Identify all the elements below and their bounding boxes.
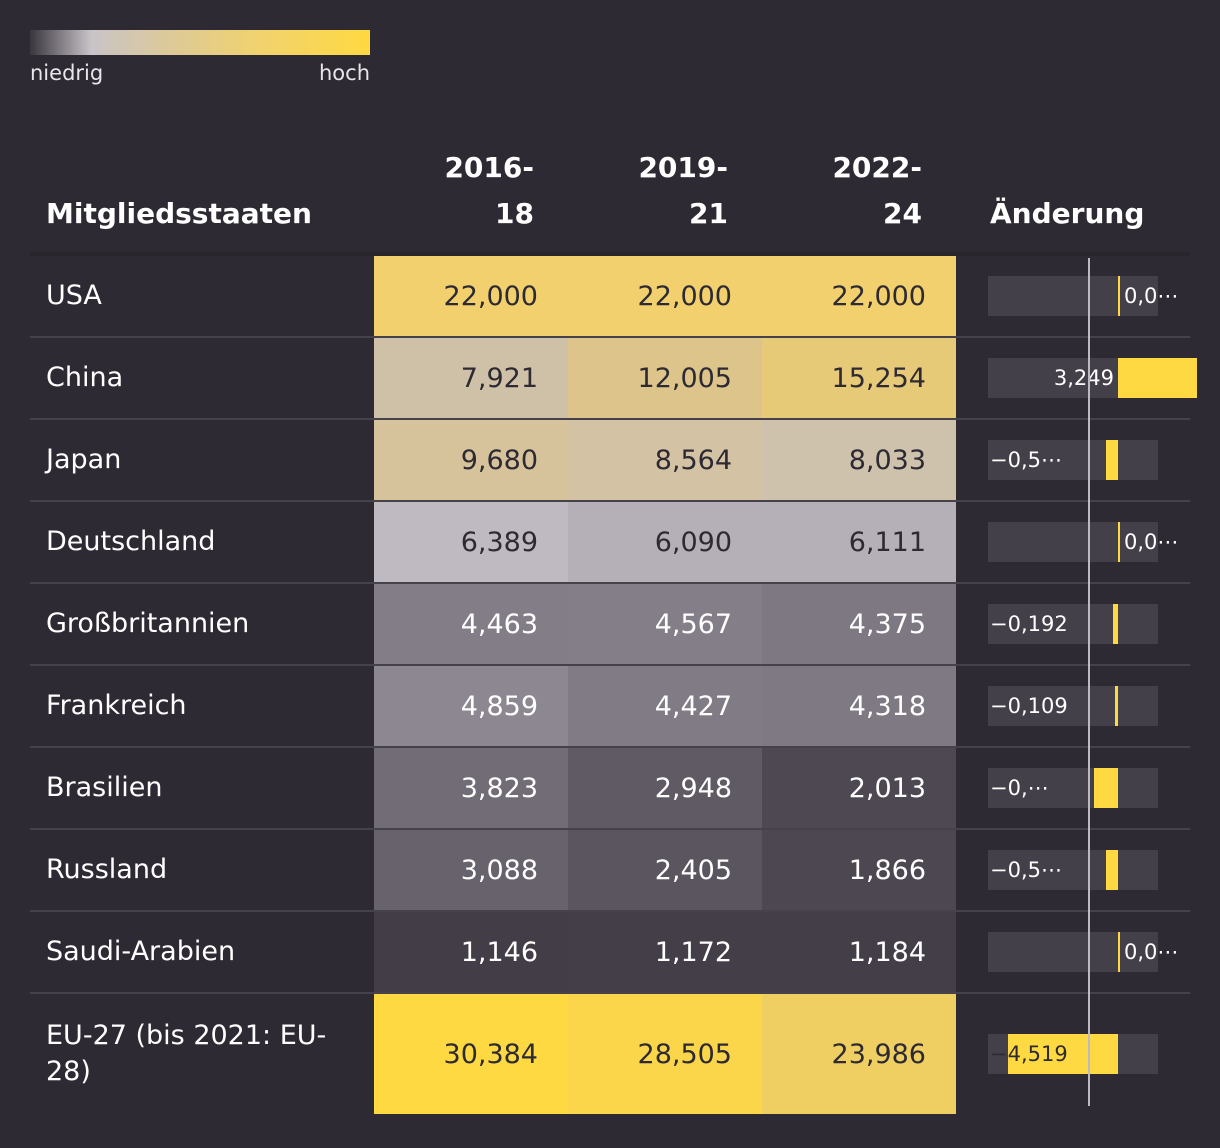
header-year-2022: 2022- 24: [832, 151, 922, 230]
table-row: China 7,921 12,005 15,254 3,249: [30, 338, 1198, 420]
country-label: USA: [46, 280, 102, 311]
value-cell-japan-0: 9,680: [374, 420, 568, 500]
change-label: −0,109: [990, 694, 1068, 718]
country-label: EU-27 (bis 2021: EU-28): [46, 1020, 327, 1087]
table-row: Saudi-Arabien 1,146 1,172 1,184 0,0⋯: [30, 912, 1190, 994]
table-row: Deutschland 6,389 6,090 6,111 0,0⋯: [30, 502, 1190, 584]
change-label: 0,0⋯: [1124, 530, 1179, 554]
header-change: Änderung: [990, 197, 1145, 230]
data-table: USA 22,000 22,000 22,000 0,0⋯ China 7,921 12,00…: [30, 256, 1198, 1114]
change-label: 0,0⋯: [1124, 284, 1179, 308]
change-label: −0,5⋯: [990, 858, 1062, 882]
change-track: −4,519: [988, 1034, 1158, 1074]
country-label: Deutschland: [46, 526, 216, 557]
change-label: −0,⋯: [990, 776, 1049, 800]
value-cell-russland-0: 3,088: [374, 830, 568, 910]
change-track: 3,249: [988, 358, 1198, 398]
change-bar: [1115, 686, 1118, 726]
change-label: 0,0⋯: [1124, 940, 1179, 964]
value-cell-japan-2: 8,033: [762, 420, 956, 500]
change-bar: [1113, 604, 1118, 644]
value-cell-deutschland-0: 6,389: [374, 502, 568, 582]
table-row: USA 22,000 22,000 22,000 0,0⋯: [30, 256, 1190, 338]
header-divider: [30, 252, 1190, 256]
change-track: −0,⋯: [988, 768, 1158, 808]
table-header: Mitgliedsstaaten 2016- 18 2019- 21 2022-…: [30, 140, 1190, 255]
country-label: Russland: [46, 854, 168, 885]
table-row: Brasilien 3,823 2,948 2,013 −0,⋯: [30, 748, 1190, 830]
change-bar: [1105, 440, 1118, 480]
change-bar: [1118, 276, 1120, 316]
value-cell-eu-27-bis-2021-eu-28-1: 28,505: [568, 994, 762, 1114]
table-row: Japan 9,680 8,564 8,033 −0,5⋯: [30, 420, 1190, 502]
header-country: Mitgliedsstaaten: [46, 197, 312, 230]
value-cell-deutschland-1: 6,090: [568, 502, 762, 582]
header-year-2019: 2019- 21: [638, 151, 728, 230]
change-bar: [1105, 850, 1118, 890]
change-label: −0,5⋯: [990, 448, 1062, 472]
change-label: −4,519: [990, 1042, 1068, 1066]
value-cell-großbritannien-2: 4,375: [762, 584, 956, 664]
change-label: 3,249: [1053, 366, 1114, 390]
value-cell-saudi-arabien-1: 1,172: [568, 912, 762, 992]
legend-gradient-bar: [30, 30, 370, 55]
value-cell-großbritannien-0: 4,463: [374, 584, 568, 664]
table-row: EU-27 (bis 2021: EU-28) 30,384 28,505 23,98…: [30, 994, 1190, 1114]
change-track: −0,192: [988, 604, 1158, 644]
change-bar: [1118, 932, 1120, 972]
value-cell-saudi-arabien-2: 1,184: [762, 912, 956, 992]
country-label: Großbritannien: [46, 608, 250, 639]
table-row: Frankreich 4,859 4,427 4,318 −0,109: [30, 666, 1190, 748]
change-track: 0,0⋯: [988, 522, 1178, 562]
value-cell-frankreich-1: 4,427: [568, 666, 762, 746]
value-cell-china-1: 12,005: [568, 338, 762, 418]
country-label: Frankreich: [46, 690, 187, 721]
value-cell-russland-1: 2,405: [568, 830, 762, 910]
table-row: Großbritannien 4,463 4,567 4,375 −0,192: [30, 584, 1190, 666]
change-zero-line: [1088, 258, 1090, 1106]
country-label: China: [46, 362, 124, 393]
value-cell-usa-2: 22,000: [762, 256, 956, 336]
change-track: 0,0⋯: [988, 932, 1178, 972]
value-cell-frankreich-2: 4,318: [762, 666, 956, 746]
value-cell-eu-27-bis-2021-eu-28-0: 30,384: [374, 994, 568, 1114]
legend-low-label: niedrig: [30, 61, 104, 85]
value-cell-deutschland-2: 6,111: [762, 502, 956, 582]
value-cell-großbritannien-1: 4,567: [568, 584, 762, 664]
country-label: Saudi-Arabien: [46, 936, 236, 967]
change-track: −0,109: [988, 686, 1158, 726]
value-cell-saudi-arabien-0: 1,146: [374, 912, 568, 992]
change-bar: [1093, 768, 1118, 808]
color-legend: niedrig hoch: [30, 30, 370, 85]
value-cell-brasilien-0: 3,823: [374, 748, 568, 828]
header-year-2016: 2016- 18: [444, 151, 534, 230]
value-cell-russland-2: 1,866: [762, 830, 956, 910]
value-cell-japan-1: 8,564: [568, 420, 762, 500]
change-bar: [1008, 1034, 1118, 1074]
legend-high-label: hoch: [318, 61, 370, 85]
change-track: −0,5⋯: [988, 440, 1158, 480]
value-cell-brasilien-1: 2,948: [568, 748, 762, 828]
value-cell-usa-1: 22,000: [568, 256, 762, 336]
value-cell-eu-27-bis-2021-eu-28-2: 23,986: [762, 994, 956, 1114]
change-label: −0,192: [990, 612, 1068, 636]
table-row: Russland 3,088 2,405 1,866 −0,5⋯: [30, 830, 1190, 912]
country-label: Japan: [46, 444, 122, 475]
value-cell-china-2: 15,254: [762, 338, 956, 418]
change-track: −0,5⋯: [988, 850, 1158, 890]
change-track: 0,0⋯: [988, 276, 1178, 316]
value-cell-brasilien-2: 2,013: [762, 748, 956, 828]
country-label: Brasilien: [46, 772, 163, 803]
value-cell-china-0: 7,921: [374, 338, 568, 418]
change-bar: [1118, 522, 1120, 562]
value-cell-usa-0: 22,000: [374, 256, 568, 336]
change-bar: [1118, 358, 1198, 398]
value-cell-frankreich-0: 4,859: [374, 666, 568, 746]
